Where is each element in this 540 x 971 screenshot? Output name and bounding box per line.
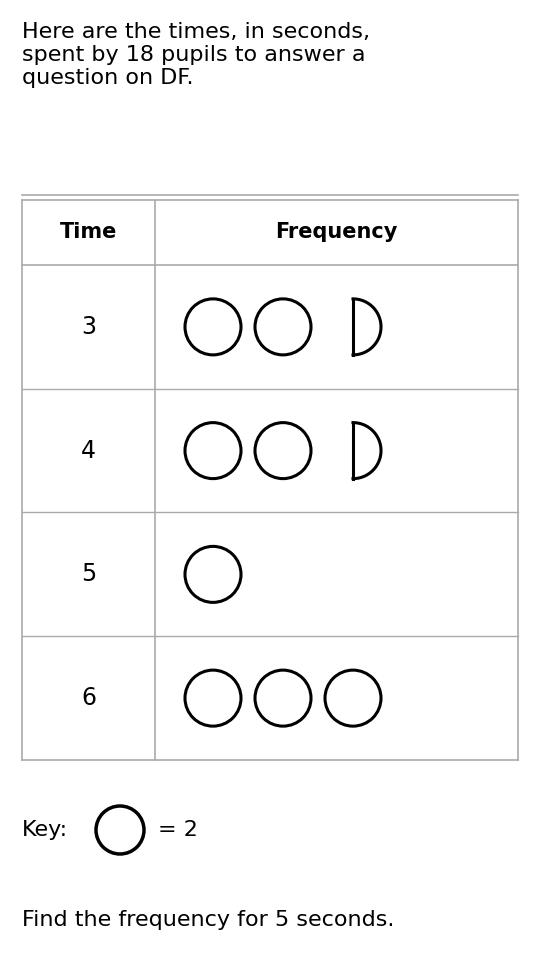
Text: Frequency: Frequency — [275, 222, 397, 243]
Text: 4: 4 — [81, 439, 96, 462]
Text: 3: 3 — [81, 315, 96, 339]
Text: Time: Time — [60, 222, 117, 243]
Text: 6: 6 — [81, 686, 96, 710]
Text: Key:: Key: — [22, 820, 68, 840]
Text: 5: 5 — [81, 562, 96, 586]
Text: Here are the times, in seconds,
spent by 18 pupils to answer a
question on DF.: Here are the times, in seconds, spent by… — [22, 22, 370, 88]
Text: = 2: = 2 — [158, 820, 198, 840]
Text: Find the frequency for 5 seconds.: Find the frequency for 5 seconds. — [22, 910, 394, 930]
